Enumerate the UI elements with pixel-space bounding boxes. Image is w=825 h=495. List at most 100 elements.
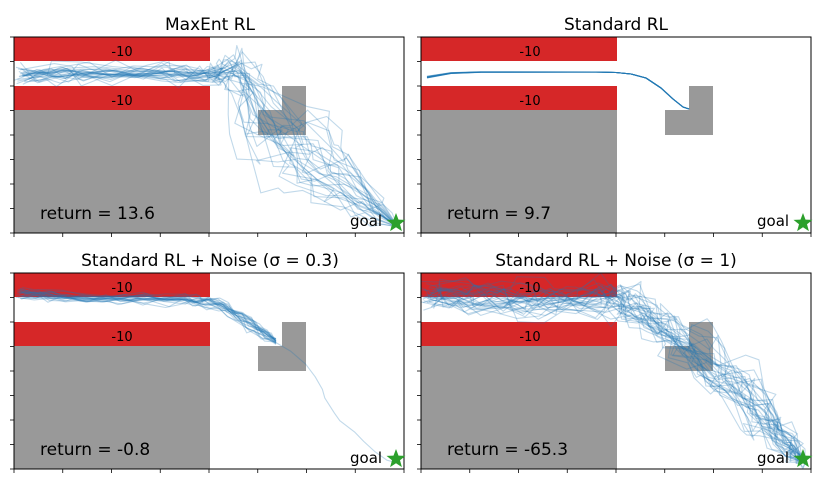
trajectory-line bbox=[17, 62, 399, 228]
trajectory-line bbox=[25, 67, 399, 228]
trajectory-line bbox=[21, 286, 277, 342]
trajectory-line bbox=[420, 292, 806, 464]
cost-label-bottom: -10 bbox=[111, 94, 132, 109]
axis-ticks bbox=[10, 36, 405, 237]
plot-frame bbox=[13, 36, 405, 234]
panel-maxent-rl: MaxEnt RL -10 -10 return = 13.6 goal bbox=[10, 15, 406, 237]
trajectory-line bbox=[424, 283, 806, 464]
trajectory-line bbox=[426, 71, 690, 110]
trajectory-line bbox=[22, 54, 399, 228]
trajectory-line bbox=[438, 282, 806, 464]
goal-label: goal bbox=[757, 449, 789, 467]
return-label: return = 9.7 bbox=[447, 204, 551, 224]
return-label: return = -0.8 bbox=[40, 440, 150, 460]
trajectory-line bbox=[19, 62, 399, 228]
trajectory-line bbox=[426, 283, 806, 464]
trajectory-line bbox=[18, 291, 277, 343]
wall-region bbox=[421, 346, 617, 469]
cost-region-bottom bbox=[14, 86, 210, 110]
trajectory-line bbox=[19, 61, 399, 228]
trajectory-line bbox=[420, 279, 806, 468]
trajectory-line bbox=[19, 291, 277, 342]
return-label: return = 13.6 bbox=[40, 204, 155, 224]
trajectory-line bbox=[435, 287, 806, 464]
trajectory-line bbox=[22, 62, 399, 228]
trajectory-line bbox=[19, 294, 277, 343]
cost-region-top bbox=[421, 37, 617, 61]
plot-area bbox=[10, 272, 405, 473]
trajectory-line bbox=[426, 285, 806, 464]
trajectory-line bbox=[440, 284, 806, 464]
trajectory-line bbox=[422, 289, 806, 464]
cost-label-top: -10 bbox=[111, 45, 132, 60]
trajectory-line bbox=[19, 287, 277, 342]
trajectory-line bbox=[423, 280, 806, 470]
panel-title: Standard RL + Noise (σ = 1) bbox=[495, 251, 737, 271]
trajectory-line bbox=[29, 54, 399, 228]
trajectory-line bbox=[33, 58, 399, 228]
trajectory-line bbox=[22, 69, 399, 228]
trajectory-line bbox=[432, 285, 806, 465]
trajectory-line bbox=[431, 294, 806, 464]
trajectory-line bbox=[19, 289, 277, 342]
trajectory-line bbox=[421, 287, 806, 464]
trajectory-line bbox=[430, 282, 806, 464]
panel-title: MaxEnt RL bbox=[165, 15, 256, 35]
axis-ticks bbox=[10, 272, 405, 473]
trajectory-line bbox=[19, 290, 399, 464]
trajectory-line bbox=[16, 294, 277, 345]
panel-title: Standard RL bbox=[564, 15, 669, 35]
trajectories bbox=[13, 44, 399, 228]
goal-label: goal bbox=[350, 212, 382, 230]
l-shaped-obstacle bbox=[258, 322, 306, 371]
l-shaped-obstacle bbox=[665, 322, 713, 371]
trajectory-line bbox=[20, 291, 277, 343]
goal-label: goal bbox=[757, 212, 789, 230]
trajectory-line bbox=[18, 62, 399, 228]
trajectory-line bbox=[20, 65, 399, 228]
trajectory-line bbox=[17, 290, 277, 344]
goal-star-icon bbox=[386, 449, 406, 468]
wall-region bbox=[14, 110, 210, 233]
trajectory-line bbox=[15, 60, 399, 228]
trajectory-line bbox=[18, 288, 277, 345]
trajectory-line bbox=[422, 284, 806, 464]
plot-area bbox=[10, 36, 405, 237]
trajectory-line bbox=[427, 287, 806, 464]
cost-region-top bbox=[14, 37, 210, 61]
trajectory-line bbox=[16, 290, 277, 343]
trajectory-line bbox=[427, 297, 806, 464]
trajectory-line bbox=[17, 69, 399, 228]
l-shaped-obstacle bbox=[258, 86, 306, 135]
trajectory-line bbox=[429, 276, 806, 464]
return-label: return = -65.3 bbox=[447, 440, 568, 460]
plot-area bbox=[417, 36, 812, 237]
cost-label-top: -10 bbox=[519, 281, 540, 296]
cost-region-bottom bbox=[14, 322, 210, 346]
trajectory-line bbox=[21, 60, 399, 228]
panel-standard-rl-noise-0-3: Standard RL + Noise (σ = 0.3) -10 -10 re… bbox=[10, 251, 406, 473]
goal-star-icon bbox=[793, 449, 813, 468]
trajectory-line bbox=[18, 289, 277, 340]
trajectory-line bbox=[28, 65, 399, 228]
trajectory-line bbox=[13, 58, 399, 228]
trajectory-line bbox=[19, 289, 277, 341]
axis-ticks bbox=[417, 36, 812, 237]
panel-standard-rl-noise-1: Standard RL + Noise (σ = 1) -10 -10 retu… bbox=[417, 251, 813, 473]
cost-region-bottom bbox=[421, 86, 617, 110]
cost-region-bottom bbox=[421, 322, 617, 346]
trajectory-line bbox=[25, 65, 399, 228]
trajectory-line bbox=[20, 293, 277, 341]
trajectory-line bbox=[21, 62, 399, 228]
trajectory-line bbox=[428, 278, 806, 463]
trajectory-line bbox=[23, 290, 277, 345]
trajectory-line bbox=[429, 277, 806, 464]
cost-label-bottom: -10 bbox=[519, 94, 540, 109]
trajectory-line bbox=[25, 292, 277, 340]
cost-region-top bbox=[14, 273, 210, 297]
trajectory-line bbox=[429, 285, 806, 464]
trajectory-line bbox=[19, 44, 399, 228]
wall-region bbox=[421, 110, 617, 233]
plot-frame bbox=[420, 36, 812, 234]
trajectory-line bbox=[437, 272, 806, 464]
